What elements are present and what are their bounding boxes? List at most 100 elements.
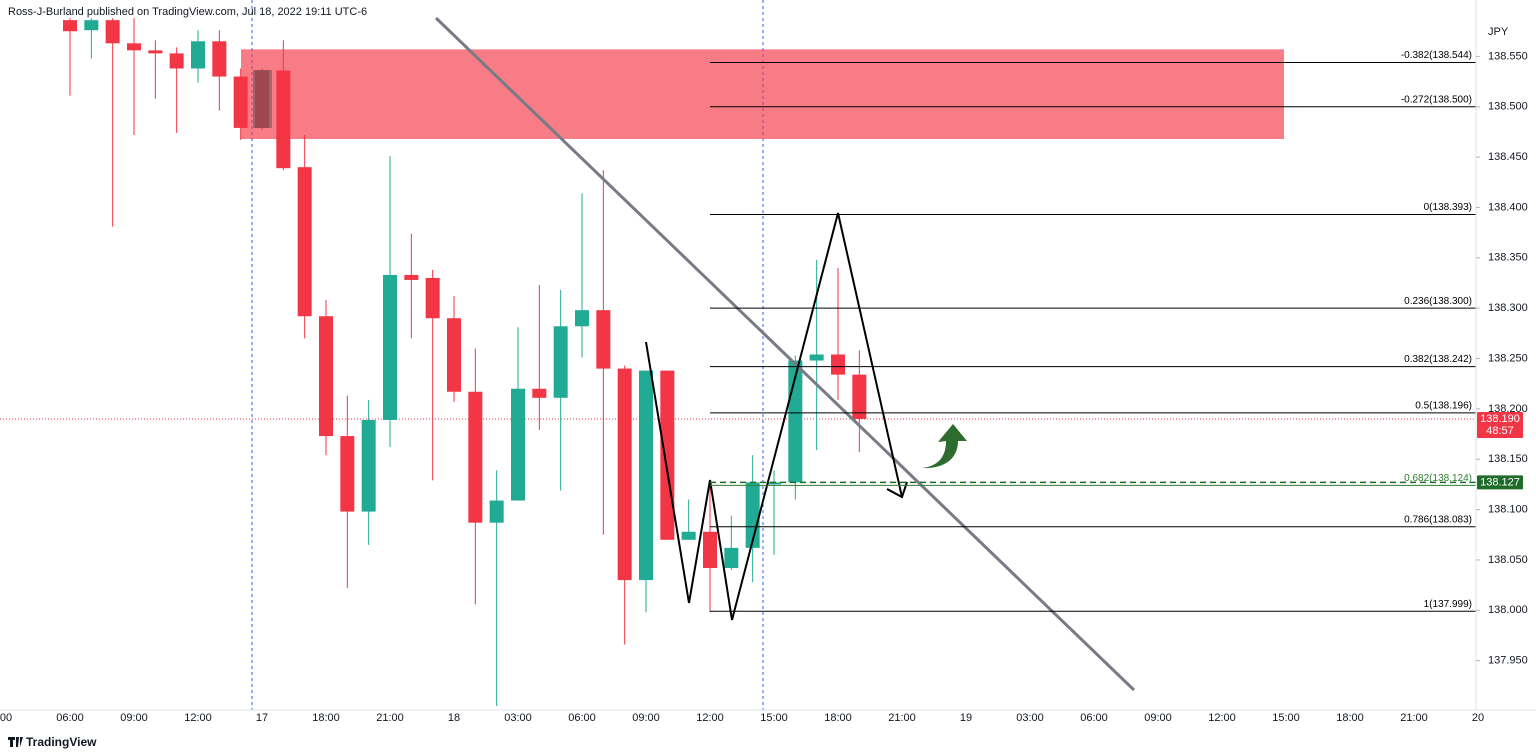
y-tick-label: 138.300 (1488, 302, 1528, 314)
x-tick-label: 09:00 (632, 712, 660, 724)
candle-body (681, 531, 696, 540)
candle-body (148, 50, 163, 54)
candle-body (639, 370, 653, 581)
candle-body (745, 482, 760, 548)
y-tick-label: 138.450 (1488, 151, 1528, 163)
candle-body (660, 370, 675, 540)
y-tick-label: 138.500 (1488, 101, 1528, 113)
x-tick-label: 12:00 (1208, 712, 1236, 724)
candle-body (767, 482, 781, 485)
candle-body (617, 368, 632, 581)
x-tick-label: 18 (448, 712, 460, 724)
y-tick-label: 138.200 (1488, 403, 1528, 415)
supply-zone (241, 49, 1284, 139)
candle-body (511, 388, 525, 501)
candle-body (489, 500, 504, 523)
background-layer (0, 0, 1476, 710)
fib-label: 1(137.999) (1424, 599, 1472, 610)
fib-label: 0.682(138.124) (1404, 473, 1472, 484)
candle-body (532, 388, 547, 398)
x-tick-label: 21:00 (376, 712, 404, 724)
candle-body (383, 274, 397, 420)
y-tick-label: 138.050 (1488, 554, 1528, 566)
x-tick-label: 06:00 (1080, 712, 1108, 724)
x-tick-label: 18:00 (312, 712, 340, 724)
y-tick-label: 138.400 (1488, 201, 1528, 213)
candle-body (340, 436, 355, 512)
arrow-head (886, 481, 908, 499)
x-tick-label: 19 (960, 712, 972, 724)
x-tick-label: 12:00 (184, 712, 212, 724)
x-tick-label: 06:00 (56, 712, 84, 724)
fib-label: 0.5(138.196) (1415, 401, 1472, 412)
x-tick-label: 03:00 (504, 712, 532, 724)
axes: JPY 137.950 138.000 138.050 138.100 138.150 1… (0, 26, 1528, 724)
y-tick-label: 138.150 (1488, 453, 1528, 465)
candle-body (212, 41, 227, 77)
fib-label: -0.272(138.500) (1401, 94, 1472, 105)
x-tick-label: 18:00 (1336, 712, 1364, 724)
y-tick-label: 138.550 (1488, 50, 1528, 62)
candle-body (831, 354, 845, 375)
candle-body (127, 43, 141, 51)
x-tick-label: 06:00 (568, 712, 596, 724)
level-badge-label: 138.127 (1480, 476, 1520, 488)
last-price-label: 138.190 (1480, 413, 1520, 425)
y-tick-label: 138.350 (1488, 252, 1528, 264)
x-tick-label: 03:00 (1016, 712, 1044, 724)
candle-body (319, 316, 333, 437)
candle-body (553, 326, 568, 398)
level-badge (1477, 475, 1523, 490)
candle-body (468, 391, 483, 523)
header: Ross-J-Burland published on TradingView.… (8, 6, 367, 18)
candle-body (191, 41, 205, 69)
candles (63, 18, 867, 706)
y-tick-label: 138.250 (1488, 352, 1528, 364)
candle-body (852, 374, 867, 419)
candle-body (169, 53, 184, 69)
curved-arrow (922, 424, 967, 469)
x-tick-label: 21:00 (1400, 712, 1428, 724)
candle-body (809, 354, 824, 361)
y-tick-label: 138.100 (1488, 503, 1528, 515)
x-tick-label: 15:00 (1272, 712, 1300, 724)
x-tick-label: 20 (1472, 712, 1484, 724)
fib-label: 0.382(138.242) (1404, 354, 1472, 365)
candle-body (596, 310, 611, 369)
candle-body (724, 547, 739, 568)
fib-label: -0.382(138.544) (1401, 50, 1472, 61)
last-price-badge (1477, 411, 1523, 438)
y-axis-label: JPY (1488, 26, 1509, 38)
fib-label: 0.786(138.083) (1404, 514, 1472, 525)
x-tick-label: 12:00 (696, 712, 724, 724)
drawings: -0.382(138.544) -0.272(138.500) 0(138.393)… (241, 16, 1476, 692)
y-tick-label: 138.000 (1488, 604, 1528, 616)
x-tick-label: 09:00 (120, 712, 148, 724)
candle-body (425, 277, 440, 319)
candle-body (361, 419, 376, 512)
fib-label: 0(138.393) (1424, 202, 1472, 213)
zigzag (645, 212, 903, 621)
x-tick-label: 00 (0, 712, 12, 724)
candle-body (575, 310, 589, 327)
candle-body (84, 20, 99, 31)
trend-line (434, 16, 1136, 692)
x-tick-label: 09:00 (1144, 712, 1172, 724)
candle-body (297, 167, 312, 317)
candle-body (703, 531, 717, 568)
y-tick-label: 137.950 (1488, 655, 1528, 667)
highlight-box (253, 70, 272, 128)
candle-body (404, 274, 419, 280)
x-tick-label: 21:00 (888, 712, 916, 724)
footer-brand: TradingView (26, 735, 97, 749)
x-tick-label: 15:00 (760, 712, 788, 724)
countdown-label: 48:57 (1486, 425, 1514, 437)
candle-body (63, 20, 77, 32)
fib-label: 0.236(138.300) (1404, 296, 1472, 307)
logo-icon (8, 737, 23, 747)
x-tick-label: 17 (256, 712, 268, 724)
candle-body (105, 20, 120, 44)
candle-body (447, 318, 461, 392)
